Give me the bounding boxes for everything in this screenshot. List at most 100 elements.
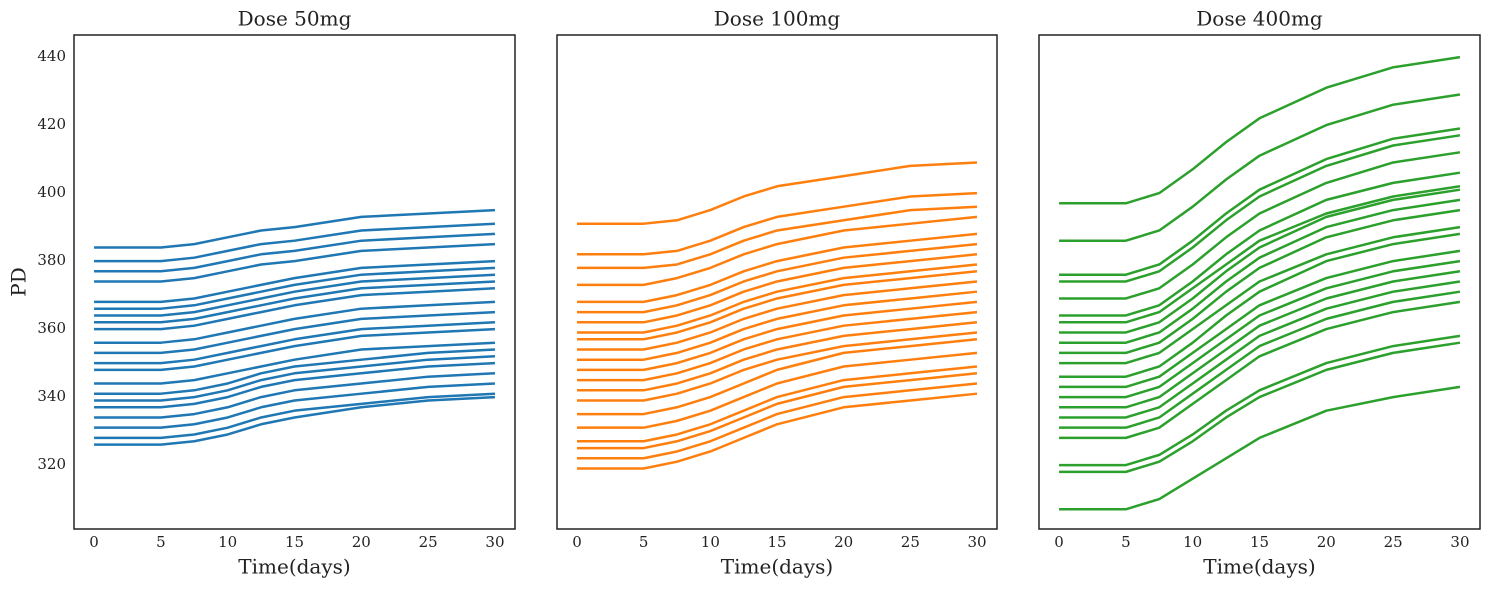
y-tick-label: 440 (37, 47, 66, 65)
panel-title: Dose 400mg (1196, 7, 1323, 31)
line (577, 351, 978, 429)
line (577, 365, 978, 443)
line (577, 290, 978, 361)
line (94, 273, 496, 317)
x-tick-label: 20 (352, 533, 371, 551)
line (94, 382, 496, 429)
line (1059, 259, 1461, 399)
line (1059, 127, 1461, 276)
line (94, 348, 496, 395)
line (577, 263, 978, 334)
line (94, 266, 496, 310)
line (577, 280, 978, 351)
x-axis-label: Time(days) (1203, 555, 1315, 579)
line (94, 259, 496, 304)
y-tick-label: 400 (37, 183, 66, 201)
line (1059, 385, 1461, 511)
x-tick-label: 5 (156, 533, 166, 551)
x-axis-label: Time(days) (721, 555, 833, 579)
y-tick-label: 340 (37, 387, 66, 405)
line (577, 205, 978, 270)
x-tick-label: 15 (285, 533, 304, 551)
line (577, 372, 978, 450)
line (577, 310, 978, 382)
y-tick-label: 320 (37, 455, 66, 473)
y-axis-label: PD (7, 267, 31, 297)
x-tick-label: 5 (1121, 533, 1131, 551)
line (94, 242, 496, 283)
line (94, 341, 496, 385)
panel-title: Dose 50mg (238, 7, 352, 31)
line (577, 392, 978, 470)
x-tick-label: 5 (639, 533, 649, 551)
line (94, 355, 496, 402)
line (94, 321, 496, 365)
line (577, 338, 978, 416)
line (577, 331, 978, 402)
axes-frame (556, 34, 998, 530)
x-tick-label: 30 (1450, 533, 1469, 551)
line (577, 321, 978, 392)
line (577, 253, 978, 324)
axes-frame (73, 34, 516, 530)
x-tick-label: 20 (1317, 533, 1336, 551)
line (1059, 93, 1461, 242)
x-tick-label: 30 (485, 533, 504, 551)
axes-frame (1038, 34, 1481, 530)
panel-title: Dose 100mg (714, 7, 841, 31)
line (577, 270, 978, 341)
x-tick-label: 10 (701, 533, 720, 551)
line (94, 280, 496, 324)
line (577, 161, 978, 225)
line (94, 327, 496, 372)
x-tick-label: 15 (767, 533, 786, 551)
line (94, 395, 496, 446)
line (1059, 171, 1461, 317)
line (577, 382, 978, 460)
line (1059, 300, 1461, 440)
line (1059, 188, 1461, 334)
line (1059, 134, 1461, 283)
y-tick-label: 360 (37, 319, 66, 337)
y-tick-label: 420 (37, 115, 66, 133)
line (1059, 270, 1461, 409)
line (1059, 151, 1461, 300)
line (94, 300, 496, 344)
line (1059, 341, 1461, 474)
line (94, 232, 496, 273)
line (94, 372, 496, 419)
line (1059, 232, 1461, 378)
line (1059, 198, 1461, 344)
line (1059, 185, 1461, 324)
x-tick-label: 10 (1183, 533, 1202, 551)
line (1059, 249, 1461, 389)
line (1059, 334, 1461, 467)
x-tick-label: 15 (1250, 533, 1269, 551)
line (94, 222, 496, 263)
line (94, 208, 496, 249)
line (94, 310, 496, 355)
x-tick-label: 25 (419, 533, 438, 551)
line (577, 300, 978, 372)
x-tick-label: 20 (834, 533, 853, 551)
x-tick-label: 25 (1384, 533, 1403, 551)
x-tick-label: 30 (967, 533, 986, 551)
x-tick-label: 0 (89, 533, 99, 551)
line (1059, 208, 1461, 355)
x-tick-label: 25 (901, 533, 920, 551)
line (94, 392, 496, 440)
x-axis-label: Time(days) (238, 555, 350, 579)
line (1059, 280, 1461, 419)
x-tick-label: 0 (572, 533, 582, 551)
line (1059, 55, 1461, 205)
x-tick-label: 10 (218, 533, 237, 551)
line (577, 242, 978, 314)
line (94, 287, 496, 331)
line (94, 361, 496, 409)
line (1059, 290, 1461, 429)
line (577, 215, 978, 287)
line (1059, 225, 1461, 365)
x-tick-label: 0 (1054, 533, 1064, 551)
line (577, 191, 978, 256)
